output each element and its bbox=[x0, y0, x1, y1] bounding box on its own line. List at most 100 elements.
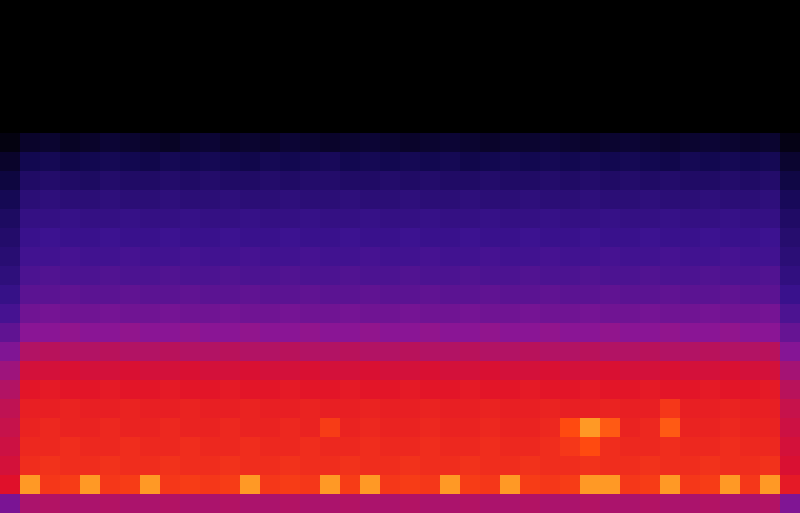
cell bbox=[700, 418, 720, 437]
cell bbox=[760, 266, 780, 285]
cell bbox=[760, 361, 780, 380]
cell bbox=[80, 0, 100, 19]
cell bbox=[440, 171, 460, 190]
cell bbox=[500, 494, 520, 513]
cell bbox=[600, 209, 620, 228]
cell bbox=[700, 133, 720, 152]
cell bbox=[260, 437, 280, 456]
cell bbox=[160, 38, 180, 57]
cell bbox=[480, 266, 500, 285]
cell bbox=[160, 228, 180, 247]
cell bbox=[40, 228, 60, 247]
cell bbox=[700, 285, 720, 304]
cell bbox=[80, 228, 100, 247]
cell bbox=[60, 399, 80, 418]
cell bbox=[200, 304, 220, 323]
cell bbox=[680, 475, 700, 494]
cell bbox=[260, 95, 280, 114]
cell bbox=[480, 57, 500, 76]
cell bbox=[200, 494, 220, 513]
cell bbox=[580, 133, 600, 152]
cell bbox=[700, 475, 720, 494]
cell bbox=[380, 0, 400, 19]
cell bbox=[260, 76, 280, 95]
cell bbox=[520, 38, 540, 57]
cell bbox=[700, 114, 720, 133]
cell bbox=[300, 57, 320, 76]
cell bbox=[520, 342, 540, 361]
cell bbox=[240, 323, 260, 342]
cell bbox=[60, 285, 80, 304]
cell bbox=[140, 57, 160, 76]
cell bbox=[460, 399, 480, 418]
cell bbox=[580, 57, 600, 76]
cell bbox=[380, 114, 400, 133]
cell bbox=[480, 285, 500, 304]
cell bbox=[120, 114, 140, 133]
cell bbox=[140, 38, 160, 57]
cell bbox=[740, 209, 760, 228]
cell bbox=[80, 323, 100, 342]
cell bbox=[380, 399, 400, 418]
cell bbox=[780, 133, 800, 152]
cell bbox=[720, 456, 740, 475]
cell bbox=[640, 152, 660, 171]
cell bbox=[520, 190, 540, 209]
cell bbox=[220, 456, 240, 475]
cell bbox=[300, 76, 320, 95]
cell bbox=[320, 304, 340, 323]
cell bbox=[540, 114, 560, 133]
cell bbox=[260, 152, 280, 171]
cell bbox=[200, 152, 220, 171]
cell bbox=[140, 247, 160, 266]
cell bbox=[640, 323, 660, 342]
cell bbox=[700, 209, 720, 228]
cell bbox=[480, 494, 500, 513]
cell bbox=[60, 494, 80, 513]
cell bbox=[440, 76, 460, 95]
cell bbox=[340, 171, 360, 190]
cell bbox=[0, 228, 20, 247]
cell bbox=[0, 494, 20, 513]
cell bbox=[680, 304, 700, 323]
cell bbox=[100, 380, 120, 399]
cell bbox=[720, 76, 740, 95]
cell bbox=[660, 76, 680, 95]
cell bbox=[760, 475, 780, 494]
cell bbox=[620, 342, 640, 361]
cell bbox=[120, 361, 140, 380]
cell bbox=[400, 380, 420, 399]
cell bbox=[0, 38, 20, 57]
cell bbox=[40, 361, 60, 380]
cell bbox=[360, 437, 380, 456]
cell bbox=[660, 247, 680, 266]
cell bbox=[620, 418, 640, 437]
cell bbox=[480, 209, 500, 228]
cell bbox=[40, 133, 60, 152]
cell bbox=[720, 38, 740, 57]
cell bbox=[580, 380, 600, 399]
cell bbox=[580, 361, 600, 380]
cell bbox=[420, 380, 440, 399]
cell bbox=[420, 437, 440, 456]
cell bbox=[320, 437, 340, 456]
cell bbox=[640, 456, 660, 475]
cell bbox=[400, 114, 420, 133]
cell bbox=[340, 247, 360, 266]
cell bbox=[780, 19, 800, 38]
cell bbox=[240, 57, 260, 76]
cell bbox=[260, 266, 280, 285]
cell bbox=[740, 342, 760, 361]
cell bbox=[580, 323, 600, 342]
cell bbox=[200, 475, 220, 494]
cell bbox=[580, 456, 600, 475]
cell bbox=[260, 494, 280, 513]
cell bbox=[240, 285, 260, 304]
cell bbox=[380, 437, 400, 456]
cell bbox=[480, 361, 500, 380]
cell bbox=[220, 475, 240, 494]
cell bbox=[400, 19, 420, 38]
cell bbox=[600, 171, 620, 190]
cell bbox=[420, 152, 440, 171]
cell bbox=[280, 304, 300, 323]
